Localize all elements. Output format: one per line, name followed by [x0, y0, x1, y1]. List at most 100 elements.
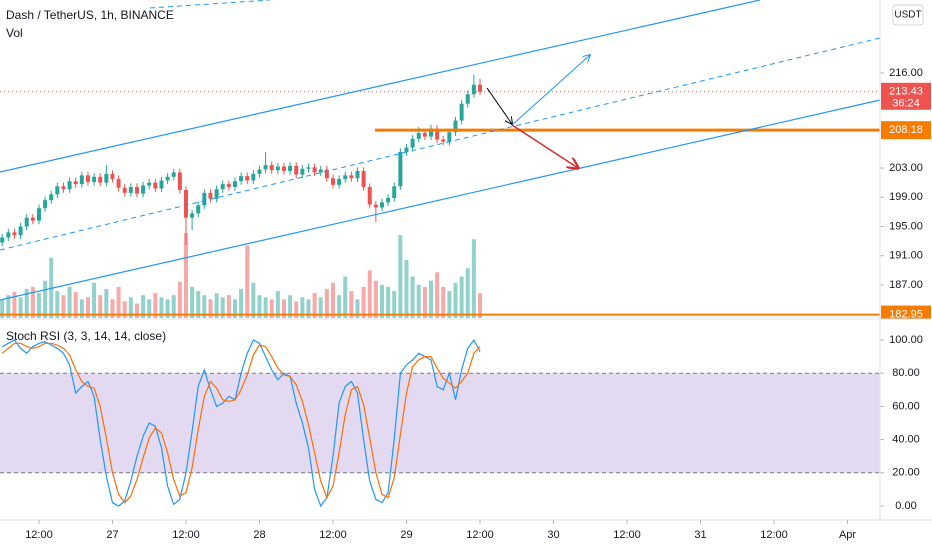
y-tick-label: 195.00	[889, 220, 923, 232]
volume-bar	[465, 268, 470, 318]
volume-bar	[288, 295, 293, 318]
volume-bar	[232, 299, 237, 318]
volume-bar	[428, 280, 433, 318]
volume-bar	[447, 291, 452, 318]
x-tick-label: 12:00	[172, 529, 200, 541]
candle-body	[379, 202, 384, 208]
volume-bar	[379, 284, 384, 318]
volume-bar	[349, 291, 354, 318]
volume-bar	[422, 286, 427, 318]
candle-body	[49, 194, 54, 201]
candle-body	[24, 217, 29, 227]
y-tick-label: 0.00	[895, 500, 916, 512]
candle-body	[269, 165, 274, 171]
volume-bar	[190, 286, 195, 318]
candle-body	[441, 139, 446, 142]
volume-bar	[61, 295, 66, 318]
volume-bar	[471, 239, 476, 318]
candle-body	[196, 205, 201, 214]
volume-bar	[18, 297, 23, 318]
candle-body	[92, 176, 97, 182]
candle-body	[337, 178, 342, 185]
y-tick-label: 199.00	[889, 191, 923, 203]
indicator-line	[1, 338, 481, 508]
candle-body	[85, 175, 90, 182]
arrow	[511, 55, 590, 126]
volume-bar	[171, 295, 176, 318]
candle-body	[257, 169, 262, 174]
price-label: 182.95	[889, 308, 923, 320]
volume-bar	[275, 291, 280, 318]
candle-body	[312, 167, 317, 173]
volume-bar	[214, 293, 219, 318]
volume-bar	[183, 233, 188, 318]
volume-bar	[165, 299, 170, 318]
candle-body	[471, 84, 476, 95]
chart-title: Dash / TetherUS, 1h, BINANCE	[6, 8, 174, 22]
candle-body	[122, 187, 127, 193]
indicator-title: Stoch RSI (3, 3, 14, 14, close)	[6, 329, 166, 343]
y-tick-label: 216.00	[889, 67, 923, 79]
volume-bar	[416, 284, 421, 318]
candle-body	[202, 192, 207, 206]
volume-bar	[177, 281, 182, 318]
volume-bar	[110, 299, 115, 318]
volume-bar	[116, 286, 121, 318]
arrow	[511, 124, 578, 168]
y-tick-label: 40.00	[892, 434, 920, 446]
currency-box[interactable]	[892, 4, 924, 26]
candle-body	[104, 173, 109, 183]
candle-body	[263, 165, 268, 170]
candle-body	[110, 173, 115, 179]
candle-body	[281, 166, 286, 171]
channel-upper	[0, 0, 761, 173]
candle-body	[116, 178, 121, 188]
volume-bar	[43, 280, 48, 318]
candle-body	[275, 166, 280, 171]
candle-body	[55, 186, 60, 195]
volume-bar	[239, 288, 244, 318]
arrow	[486, 87, 512, 124]
drawings	[0, 0, 881, 301]
candle-body	[159, 180, 164, 189]
volume-bar	[159, 297, 164, 318]
x-tick-label: Apr	[839, 529, 856, 541]
volume-bar	[12, 292, 17, 318]
volume-bar	[220, 297, 225, 318]
price-label: 208.18	[889, 124, 923, 136]
candle-body	[98, 176, 103, 183]
candle-body	[318, 169, 323, 173]
volume-bar	[410, 276, 415, 318]
volume-bar	[153, 293, 158, 318]
candle-body	[147, 182, 152, 186]
candle-body	[153, 182, 158, 189]
candle-body	[355, 170, 360, 179]
x-tick-label: 12:00	[760, 529, 788, 541]
band	[0, 373, 880, 473]
volume-bar	[361, 286, 366, 318]
candle-body	[361, 170, 366, 188]
volume-bar	[104, 288, 109, 318]
volume-bar	[404, 259, 409, 318]
price-label-box	[881, 82, 931, 110]
x-tick-label: 12:00	[319, 529, 347, 541]
currency: USDT	[894, 10, 921, 21]
candle-body	[232, 181, 237, 188]
volume-bar	[36, 293, 41, 318]
candle-body	[79, 175, 84, 185]
x-tick-label: 27	[106, 529, 118, 541]
candle-body	[43, 200, 48, 209]
volume-bar	[79, 299, 84, 318]
price-label-box	[881, 121, 931, 140]
volume-bar	[337, 295, 342, 318]
candle-body	[398, 151, 403, 187]
candle-body	[67, 181, 72, 190]
candle-body	[6, 232, 11, 238]
candle-body	[171, 172, 176, 177]
candle-body	[294, 165, 299, 175]
price-pane	[0, 74, 880, 318]
candle-body	[428, 128, 433, 137]
y-tick-label: 20.00	[892, 467, 920, 479]
